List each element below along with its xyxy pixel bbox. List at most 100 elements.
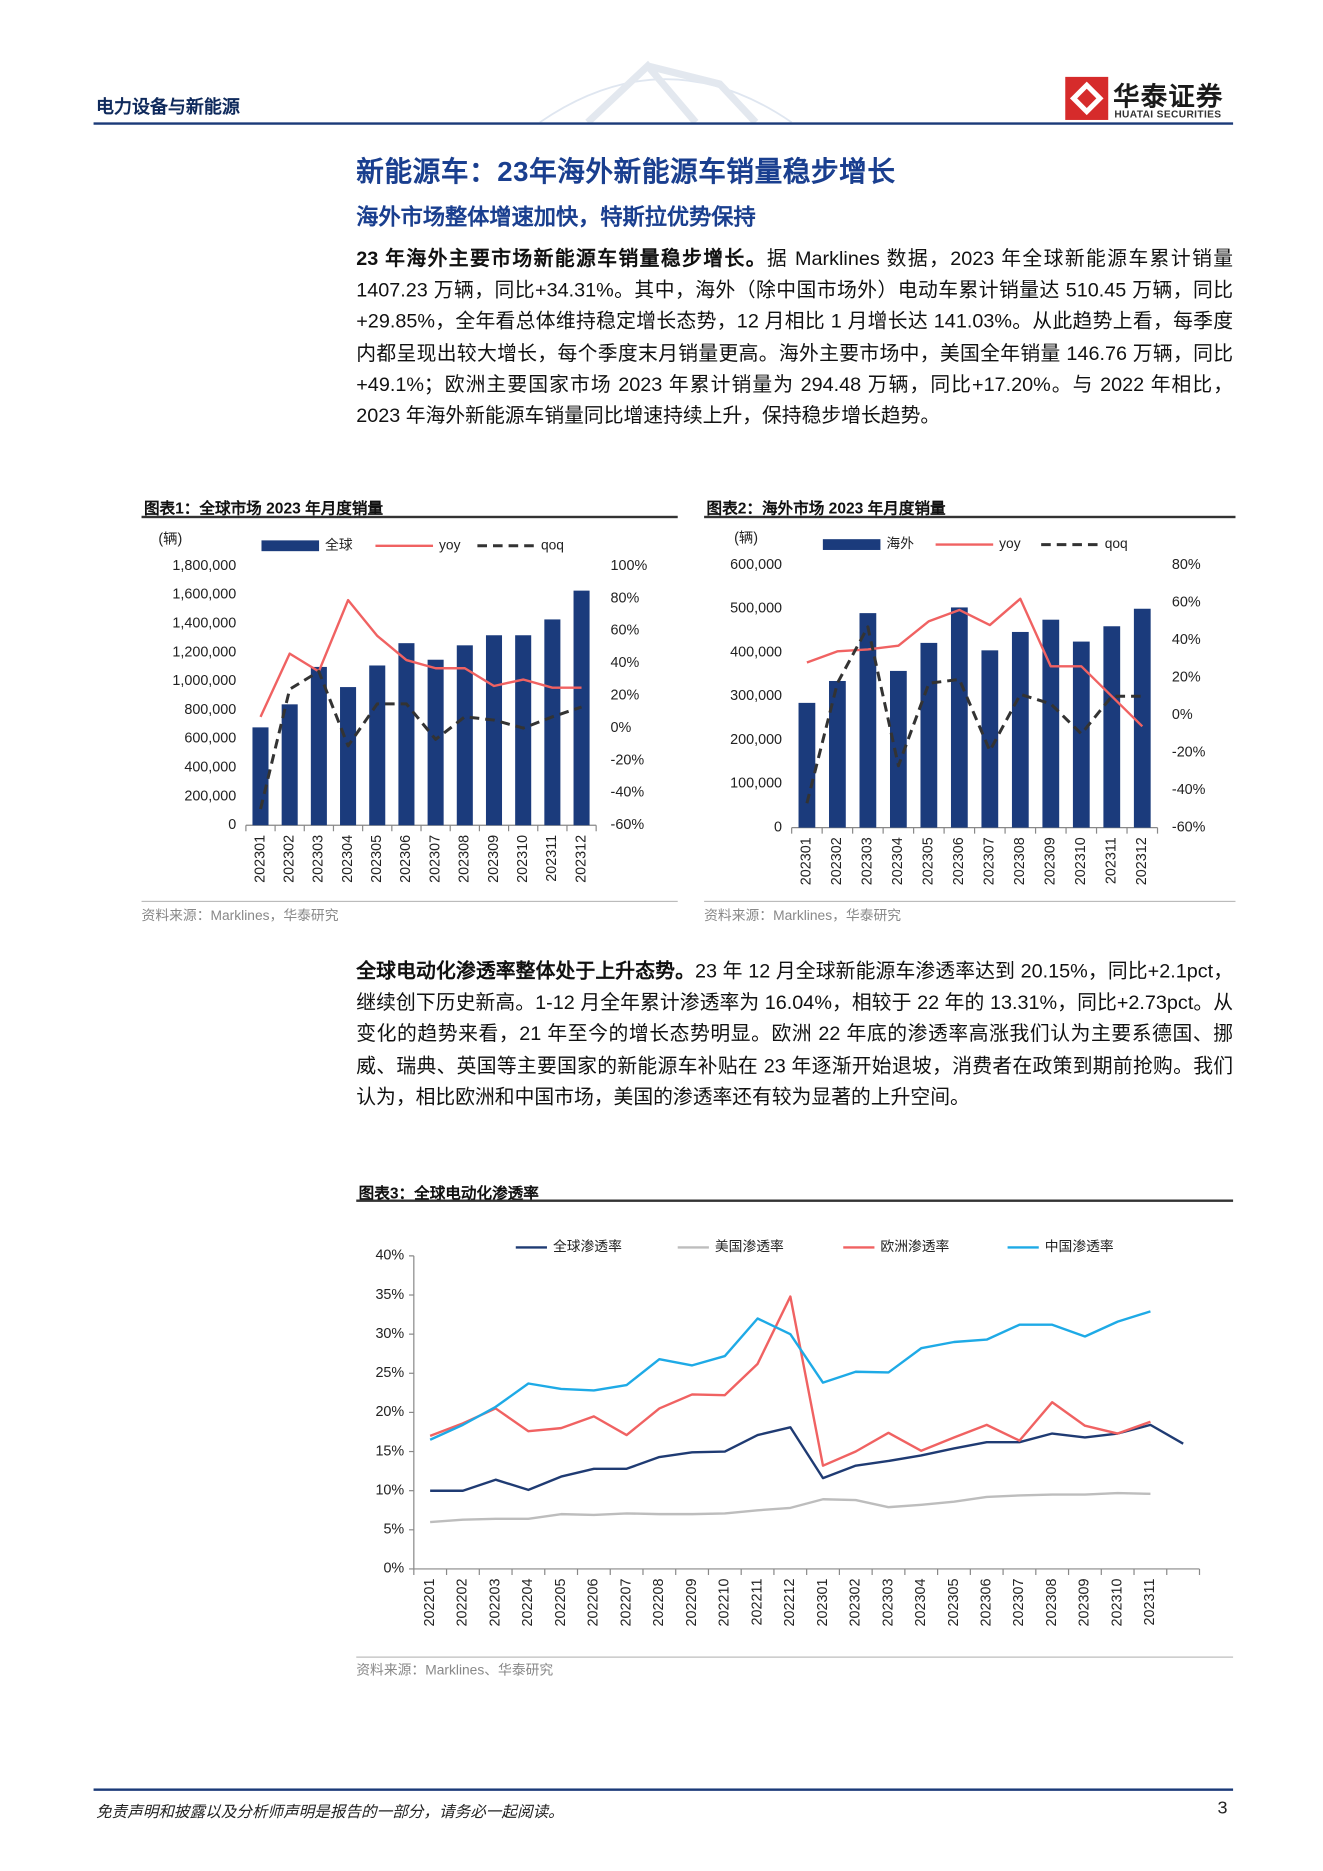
brand-logo: [1065, 76, 1109, 120]
bar: [950, 607, 968, 828]
legend-label: yoy: [439, 537, 461, 552]
y-tick-label: 35%: [375, 1287, 404, 1303]
bar: [889, 670, 907, 828]
x-tick-label: 202208: [651, 1579, 667, 1627]
y2-tick-label: 20%: [611, 688, 640, 704]
axis-unit: (辆): [734, 529, 758, 546]
figure-rule: [141, 515, 678, 518]
y-tick-label: 1,000,000: [172, 673, 236, 689]
x-tick-label: 202306: [398, 835, 414, 883]
line-series: [805, 625, 1143, 804]
bar: [829, 680, 846, 828]
bar: [920, 642, 938, 828]
x-tick-label: 202311: [1104, 837, 1120, 884]
source-rule: [141, 900, 678, 903]
y2-tick-label: 100%: [611, 558, 648, 574]
y-tick-label: 600,000: [184, 731, 236, 747]
y-tick-label: 0: [774, 819, 782, 835]
x-tick-label: 202302: [848, 1579, 864, 1627]
legend-swatch: [261, 540, 320, 552]
legend-label: 海外: [886, 536, 914, 551]
x-tick-label: 202309: [1077, 1579, 1093, 1627]
y2-tick-label: -20%: [611, 752, 645, 768]
y-tick-label: 1,600,000: [172, 587, 236, 603]
legend-label: qoq: [1105, 536, 1128, 551]
figure-rule: [704, 515, 1236, 518]
x-tick-label: 202310: [515, 835, 531, 883]
header-decoration: [539, 60, 793, 123]
figure-title: 图表2：海外市场 2023 年月度销量: [706, 498, 946, 517]
figure-source: 资料来源：Marklines，华泰研究: [704, 909, 902, 924]
y2-tick-label: -40%: [611, 785, 645, 801]
y-tick-label: 1,800,000: [172, 558, 236, 574]
bar: [1103, 626, 1121, 828]
x-tick-label: 202311: [544, 835, 560, 882]
line-series: [806, 597, 1144, 728]
x-tick-label: 202307: [1011, 1579, 1027, 1627]
x-tick-label: 202201: [422, 1579, 438, 1627]
bar: [281, 704, 298, 826]
figure-source: 资料来源：Marklines，华泰研究: [141, 909, 339, 924]
x-tick-label: 202210: [717, 1579, 733, 1627]
y-tick-label: 100,000: [730, 776, 782, 792]
bar: [369, 665, 386, 826]
line-series: [430, 1491, 1151, 1524]
x-tick-label: 202306: [979, 1579, 995, 1627]
y2-tick-label: 60%: [1172, 594, 1201, 610]
line-series: [429, 1295, 1151, 1467]
bar: [340, 687, 357, 826]
bar: [1133, 608, 1151, 828]
bar: [485, 635, 503, 826]
y-tick-label: 200,000: [730, 732, 782, 748]
bar: [398, 643, 415, 826]
x-tick-label: 202204: [520, 1579, 536, 1627]
x-tick-label: 202306: [951, 837, 967, 885]
y-tick-label: 20%: [375, 1404, 404, 1420]
x-tick-label: 202304: [913, 1579, 929, 1627]
bar: [859, 613, 877, 828]
source-rule: [704, 900, 1236, 903]
x-tick-label: 202303: [880, 1579, 896, 1627]
line-series: [430, 1423, 1184, 1492]
y-tick-label: 400,000: [730, 644, 782, 660]
y2-tick-label: -20%: [1172, 744, 1206, 760]
source-rule: [356, 1656, 1234, 1658]
y2-tick-label: 60%: [611, 623, 640, 639]
y-tick-label: 40%: [375, 1248, 404, 1264]
x-tick-label: 202305: [369, 835, 385, 883]
x-tick-label: 202308: [1044, 1579, 1060, 1627]
x-tick-label: 202304: [890, 837, 906, 885]
figure-rule: [356, 1199, 1234, 1202]
x-tick-label: 202302: [281, 835, 297, 883]
x-tick-label: 202302: [829, 837, 845, 885]
bar: [798, 702, 816, 828]
x-tick-label: 202305: [921, 837, 937, 885]
y-tick-label: 300,000: [730, 688, 782, 704]
paragraph: 全球电动化渗透率整体处于上升态势。23 年 12 月全球新能源车渗透率达到 20…: [356, 956, 1233, 1113]
y-tick-label: 500,000: [730, 601, 782, 617]
y-tick-label: 30%: [375, 1326, 404, 1342]
x-tick-label: 202307: [427, 835, 443, 883]
x-tick-label: 202303: [311, 835, 327, 883]
x-tick-label: 202305: [946, 1579, 962, 1627]
y2-tick-label: 0%: [611, 720, 632, 736]
bar: [515, 635, 532, 826]
chart: (辆) 0 100,000 200,000 300,000 400,000 500,000 6…: [730, 529, 1206, 885]
y2-tick-label: -60%: [1172, 819, 1206, 835]
y-tick-label: 15%: [375, 1443, 404, 1459]
header-section: 电力设备与新能源: [95, 97, 240, 118]
bar: [1042, 619, 1060, 828]
legend-label: 欧洲渗透率: [880, 1238, 949, 1254]
x-tick-label: 202311: [1142, 1579, 1158, 1626]
y2-tick-label: -40%: [1172, 782, 1206, 798]
section-title: 新能源车：23年海外新能源车销量稳步增长: [356, 155, 896, 188]
x-tick-label: 202202: [455, 1579, 471, 1627]
bar: [981, 650, 999, 828]
y2-tick-label: 40%: [611, 655, 640, 671]
y2-tick-label: 0%: [1172, 707, 1193, 723]
legend-label: 中国渗透率: [1045, 1238, 1114, 1254]
y-tick-label: 0%: [383, 1561, 404, 1577]
x-tick-label: 202308: [1012, 837, 1028, 885]
y-tick-label: 25%: [375, 1365, 404, 1381]
